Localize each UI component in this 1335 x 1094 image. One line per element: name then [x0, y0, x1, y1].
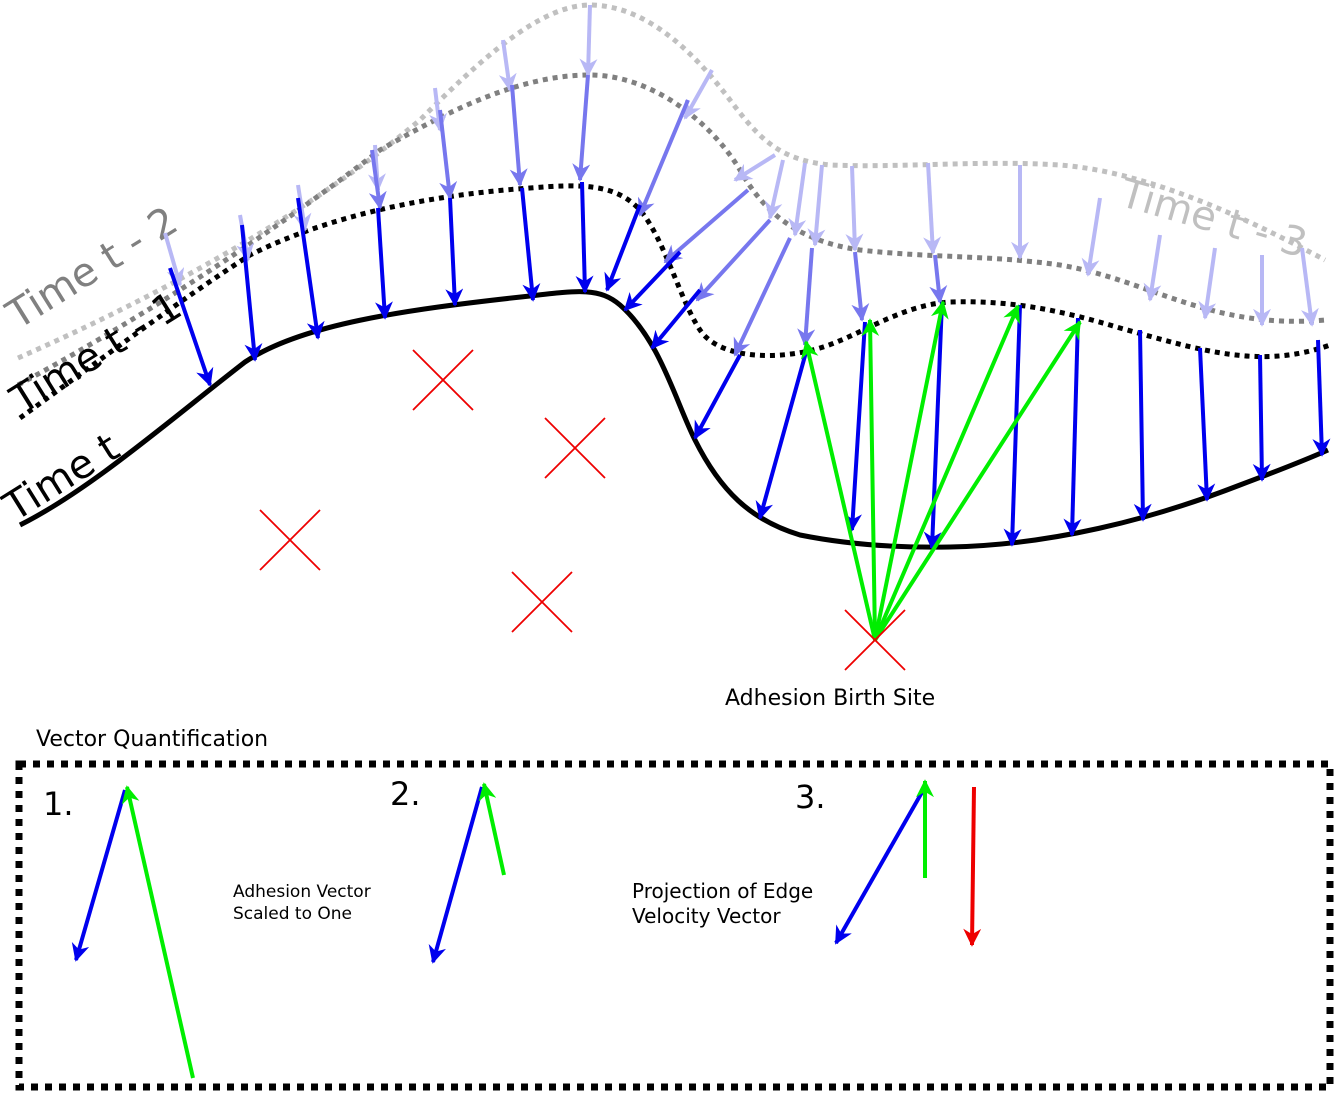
step-3-caption-line2: Velocity Vector: [632, 904, 781, 928]
step-2-number: 2.: [390, 775, 421, 813]
x-cross-icon: [259, 509, 321, 571]
edge-velocity-arrows-t-minus-1: [168, 181, 1331, 550]
edge-velocity-arrow: [163, 232, 185, 287]
edge-velocity-arrow: [429, 87, 448, 132]
edge-velocity-arrow: [509, 84, 528, 187]
adhesion-vector: [800, 340, 877, 641]
birth-site-label: Adhesion Birth Site: [725, 686, 935, 711]
edge-velocity-arrow: [1312, 339, 1331, 457]
step-2-caption-line2: Scaled to One: [233, 904, 352, 924]
edge-velocity-arrow: [1252, 354, 1271, 482]
edge-velocity-arrow: [797, 247, 816, 347]
edge-velocity-arrow: [572, 74, 591, 182]
edge-velocity-arrow: [807, 164, 826, 247]
x-cross-icon: [412, 349, 474, 411]
edge-velocity-arrow: [623, 250, 682, 312]
edge-velocity-arrow: [764, 159, 785, 220]
adhesion-vector: [873, 304, 1020, 641]
edge-velocity-arrow: [1143, 234, 1162, 302]
edge-velocity-arrow: [293, 184, 312, 232]
edge-velocity-arrow: [1198, 247, 1217, 320]
adhesion-vector: [861, 318, 880, 641]
edge-velocity-arrow: [844, 321, 867, 532]
step-3-edge-velocity-arrow: [834, 786, 927, 945]
edge-velocity-arrow: [637, 99, 690, 217]
step-1-number: 1.: [43, 785, 74, 823]
edge-velocity-arrow: [498, 39, 517, 92]
x-cross-icon: [844, 609, 906, 671]
edge-velocity-arrow: [240, 224, 263, 362]
edge-velocity-arrow: [755, 344, 810, 520]
step-2-edge-velocity-arrow: [428, 786, 484, 964]
adhesion-vectors: [800, 300, 1082, 642]
edge-velocity-arrow: [1063, 317, 1082, 537]
edge-velocity-arrow: [929, 254, 948, 304]
edge-velocity-arrow: [733, 153, 777, 182]
step-3-number: 3.: [795, 778, 826, 816]
edge-velocity-arrow: [575, 181, 594, 294]
edge-velocity-arrow: [368, 149, 387, 210]
label-time-t: Time t: [0, 425, 127, 531]
edge-velocity-arrow: [851, 251, 870, 322]
panel-title: Vector Quantification: [36, 727, 268, 752]
edge-velocity-arrow: [1133, 329, 1152, 522]
step-3-projection-arrow: [963, 786, 982, 947]
edge-velocity-arrow: [374, 207, 393, 320]
edge-velocity-arrow: [438, 109, 458, 200]
curve-time-t-minus-1: [18, 183, 1331, 421]
curve-time-t-minus-2: [16, 72, 1326, 388]
x-cross-icon: [544, 417, 606, 479]
edge-velocity-arrow: [923, 162, 942, 255]
step-2-caption-line1: Adhesion Vector: [233, 882, 371, 902]
edge-velocity-arrows-t-minus-3: [163, 4, 1319, 327]
edge-velocity-arrow: [663, 188, 750, 264]
edge-velocity-arrow: [296, 197, 325, 340]
edge-velocity-arrow: [520, 187, 541, 302]
step-1-adhesion-vector: [121, 785, 195, 1079]
edge-velocity-arrow: [604, 204, 642, 292]
edge-velocity-arrows-t-minus-2: [368, 74, 948, 357]
edge-velocity-arrow: [1197, 347, 1216, 502]
edge-velocity-arrow: [695, 218, 772, 302]
edge-velocity-arrow: [845, 165, 864, 252]
edge-velocity-arrow: [1300, 247, 1319, 327]
step-1-edge-velocity-arrow: [71, 789, 127, 962]
edge-velocity-arrow: [168, 267, 214, 387]
step-2-adhesion-vector-scaled: [478, 782, 506, 876]
adhesion-vector: [873, 300, 949, 641]
x-cross-icon: [511, 571, 573, 633]
adhesion-vector: [873, 320, 1082, 642]
edge-velocity-arrow: [693, 354, 742, 440]
edge-velocity-arrow: [1081, 197, 1102, 277]
edge-velocity-arrow: [733, 237, 792, 357]
edge-velocity-arrow: [1003, 304, 1022, 547]
edge-velocity-arrow: [683, 69, 714, 120]
edge-velocity-arrow: [650, 288, 702, 350]
edge-velocity-arrow: [788, 162, 807, 237]
adhesion-site-markers: [259, 349, 906, 671]
panel-frame: [15, 760, 1334, 1091]
edge-velocity-arrow: [445, 197, 464, 307]
step-3-caption-line1: Projection of Edge: [632, 879, 813, 903]
edge-velocity-arrow: [579, 4, 598, 77]
